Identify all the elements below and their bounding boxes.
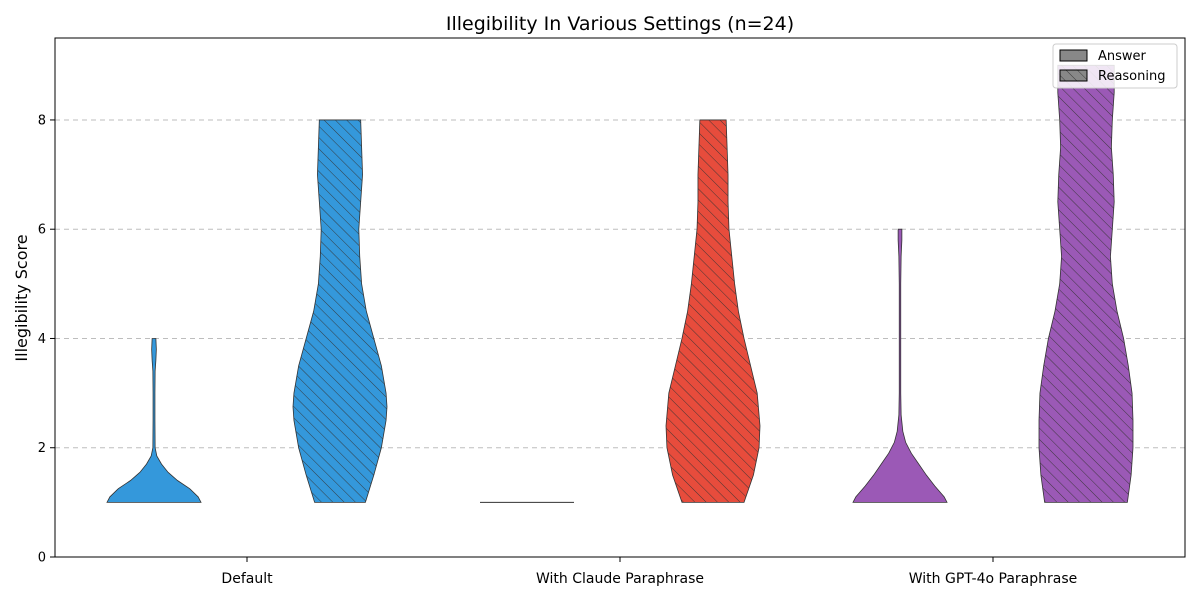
grid-layer <box>55 119 1185 449</box>
violin-fill-default-answer <box>107 338 201 503</box>
chart-title: Illegibility In Various Settings (n=24) <box>446 13 794 35</box>
violin-default-reasoning <box>292 119 388 503</box>
x-tick-label-0: Default <box>221 571 273 587</box>
plot-frame <box>54 37 1186 558</box>
y-tick-label-4: 4 <box>38 332 46 347</box>
x-tick-label-2: With GPT-4o Paraphrase <box>909 571 1078 587</box>
axis-layer: 0 2 4 6 8 Default With Claude Paraphrase With G… <box>38 113 1078 587</box>
violin-fill-with-gpt-4o-paraphrase-answer <box>853 229 947 503</box>
violin-with-gpt-4o-paraphrase-answer <box>852 228 948 503</box>
violin-with-claude-paraphrase-reasoning <box>665 119 761 503</box>
y-tick-label-0: 0 <box>38 551 46 566</box>
y-tick-label-8: 8 <box>38 113 46 128</box>
violin-hatch-default-reasoning <box>293 119 387 503</box>
violin-layer <box>106 64 1134 503</box>
violin-default-answer <box>106 338 202 503</box>
x-tick-label-1: With Claude Paraphrase <box>536 571 704 587</box>
legend-swatch-reasoning <box>1059 69 1088 82</box>
legend-swatch-answer <box>1059 49 1088 62</box>
y-tick-label-6: 6 <box>38 223 46 238</box>
violin-hatch-with-gpt-4o-paraphrase-reasoning <box>1039 65 1133 503</box>
legend: Answer Reasoning <box>1052 43 1178 89</box>
violin-hatch-with-claude-paraphrase-reasoning <box>666 119 760 503</box>
y-axis-label: Illegibility Score <box>12 234 31 361</box>
y-tick-label-2: 2 <box>38 441 46 456</box>
legend-label-answer: Answer <box>1098 49 1147 64</box>
legend-label-reasoning: Reasoning <box>1098 69 1165 84</box>
